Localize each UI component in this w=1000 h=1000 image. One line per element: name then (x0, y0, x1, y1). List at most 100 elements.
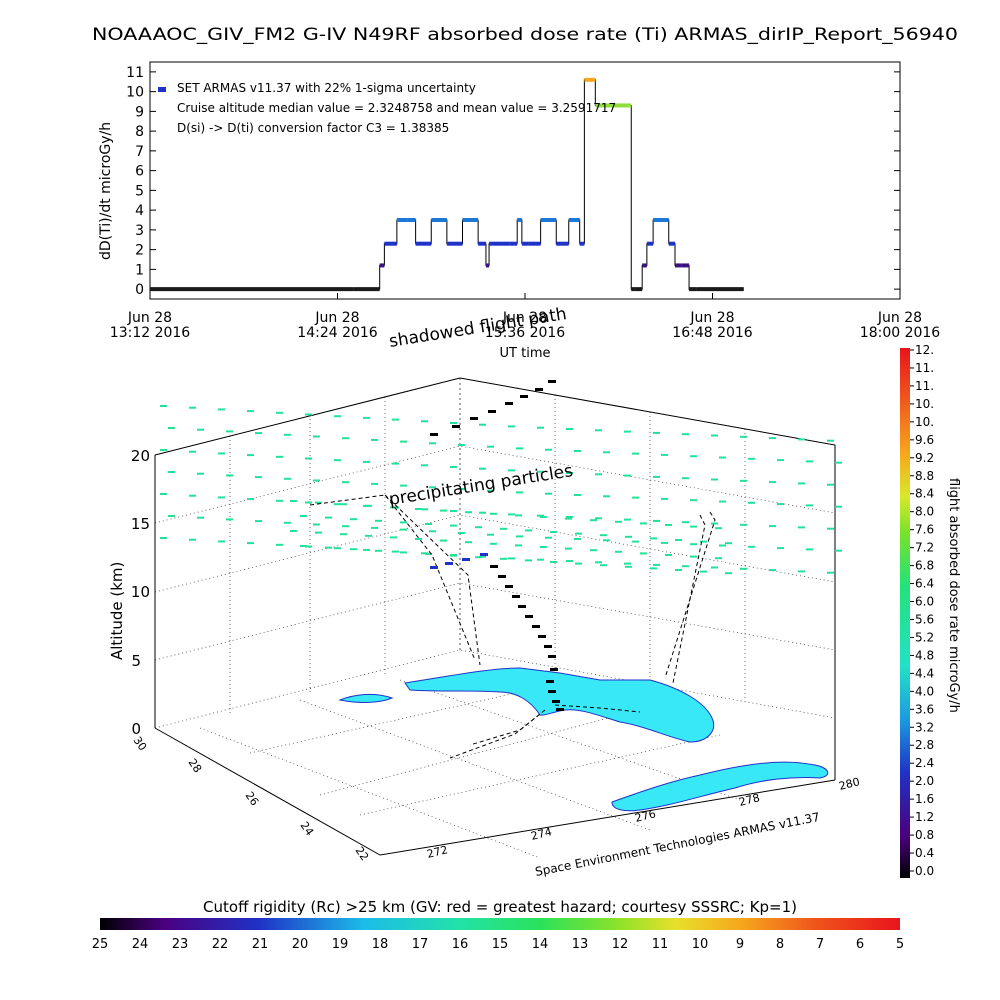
colorbar-tick-label: 0.0 (915, 864, 934, 878)
dose-rate-point (595, 103, 611, 108)
particle-mark (827, 439, 834, 442)
z-tick: 10 (131, 583, 150, 601)
particle-mark (682, 433, 689, 436)
particle-mark (500, 557, 507, 560)
particle-mark (575, 562, 582, 565)
particle-mark (769, 569, 776, 572)
x-tick-label-time: 14:24 2016 (297, 325, 378, 341)
particle-mark (305, 413, 312, 416)
particle-mark (806, 548, 813, 551)
particle-mark (740, 567, 747, 570)
particle-mark (226, 430, 233, 433)
flight-track-mark (550, 668, 558, 671)
cutoff-tick-label: 11 (652, 937, 669, 952)
colorbar-tick-label: 8.0 (915, 505, 934, 519)
dose-rate-point (675, 263, 682, 268)
particle-mark (415, 508, 422, 510)
particle-mark (315, 531, 322, 534)
flight-track-mark (518, 605, 526, 608)
particle-mark (425, 553, 432, 555)
florida-peninsula (404, 667, 715, 743)
particle-mark (479, 511, 486, 514)
particle-mark (508, 557, 515, 560)
y-tick-label: 0 (135, 282, 144, 298)
flight-path-3d-panel: shadowed flight path precipitating parti… (108, 304, 861, 879)
particle-mark (340, 503, 347, 506)
particle-mark (574, 538, 581, 540)
particle-mark (690, 525, 697, 528)
dose-rate-point (587, 77, 596, 82)
particle-mark (375, 519, 382, 522)
y-tick-label: 9 (135, 104, 144, 120)
particle-mark (371, 482, 378, 485)
dose-rate-point (489, 241, 502, 246)
cutoff-tick-label: 9 (736, 937, 744, 952)
particle-mark (450, 524, 457, 527)
z-tick: 5 (131, 652, 141, 670)
series-points (150, 77, 744, 292)
colorbar-tick-label: 1.2 (915, 810, 934, 824)
y-tick-label: 2 (135, 243, 144, 259)
particle-mark (284, 433, 291, 436)
flight-track-mark (488, 410, 496, 413)
particle-mark (835, 461, 842, 464)
particle-mark (769, 437, 776, 440)
cutoff-tick-label: 10 (692, 937, 709, 952)
dose-rate-point (689, 287, 697, 292)
dose-rate-point (396, 218, 408, 222)
colorbar-tick-label: 6.4 (915, 577, 934, 591)
dose-rate-point (415, 241, 432, 246)
particle-mark (515, 544, 522, 547)
dose-rate-point (501, 241, 510, 246)
particle-mark (595, 517, 602, 520)
particle-mark (218, 408, 225, 411)
particle-mark (603, 539, 610, 542)
dose-rate-point (568, 218, 575, 222)
particle-mark (218, 452, 225, 455)
colorbar-tick-label: 4.8 (915, 648, 934, 662)
particle-mark (650, 537, 657, 540)
particle-mark (425, 523, 432, 525)
particle-mark (690, 543, 697, 546)
flight-track-mark (544, 645, 552, 648)
particle-mark (363, 416, 370, 419)
x-tick-label-date: Jun 28 (314, 310, 359, 326)
cutoff-tick-label: 21 (252, 937, 269, 952)
particle-mark (719, 456, 726, 459)
particle-mark (690, 499, 697, 502)
dose-rate-point (642, 263, 647, 268)
colorbar-tick-label: 8.4 (915, 487, 934, 501)
particle-mark (537, 558, 544, 561)
particle-mark (515, 514, 522, 517)
colorbar-tick-label: 7.6 (915, 523, 934, 537)
particle-mark (632, 452, 639, 455)
dose-rate-point (579, 241, 585, 246)
colorbar-label: flight absorbed dose rate microGy/h (946, 478, 961, 713)
flight-track-mark (535, 388, 543, 391)
lon-tick: 278 (738, 791, 762, 809)
colorbar-tick-label: 9.6 (915, 433, 934, 447)
dose-rate-point (462, 218, 479, 222)
colorbar-gradient (900, 348, 910, 878)
precipitating-particles-cloud (160, 405, 842, 575)
particle-mark (624, 430, 631, 433)
particle-mark (255, 476, 262, 479)
flight-track-mark (538, 635, 546, 638)
particle-mark (682, 521, 689, 524)
particle-mark (313, 479, 320, 482)
shadowed-flight-path (309, 494, 716, 759)
x-axis-label: UT time (500, 346, 551, 361)
cutoff-tick-label: 7 (816, 937, 824, 952)
lat-tick: 26 (243, 789, 262, 808)
legend-swatch (158, 87, 166, 92)
y-tick-label: 7 (135, 144, 144, 160)
z-tick: 20 (131, 447, 150, 465)
particle-mark (715, 557, 722, 560)
dose-rate-point (521, 241, 529, 246)
particle-mark (197, 428, 204, 431)
x-tick-label-time: 16:48 2016 (672, 325, 753, 341)
flight-track-mark (498, 575, 506, 578)
particle-mark (769, 481, 776, 484)
